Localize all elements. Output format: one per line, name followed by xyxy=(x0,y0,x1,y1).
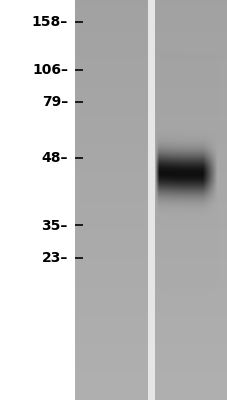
Text: 48–: 48– xyxy=(41,151,68,165)
Text: 106–: 106– xyxy=(32,63,68,77)
Text: 35–: 35– xyxy=(42,219,68,233)
Text: 23–: 23– xyxy=(42,251,68,265)
Text: 79–: 79– xyxy=(42,95,68,109)
Text: 158–: 158– xyxy=(32,15,68,29)
